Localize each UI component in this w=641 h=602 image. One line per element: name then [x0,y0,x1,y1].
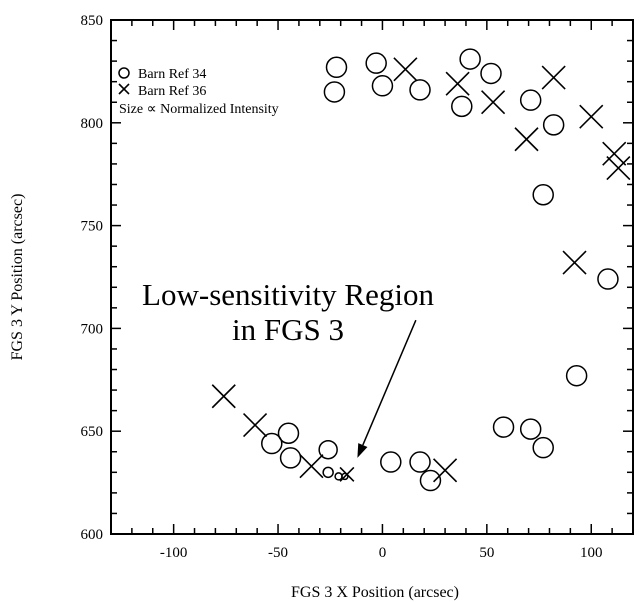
point-barn-ref-34 [565,364,588,387]
x-tick-label: -100 [160,545,188,561]
point-barn-ref-34 [451,95,473,118]
annotation-arrow-line [362,319,417,446]
axis-ticks [111,19,633,535]
point-barn-ref-36 [514,127,539,152]
legend-entry-barn-ref-36: Barn Ref 36 [138,84,206,99]
legend: Barn Ref 34 Barn Ref 36 Size ∝ Normalize… [118,67,279,117]
point-barn-ref-34 [277,422,300,445]
legend-entry-barn-ref-34: Barn Ref 34 [138,67,206,82]
y-tick-label: 700 [81,321,104,337]
point-barn-ref-34 [519,89,542,111]
legend-circle-marker [118,67,130,79]
plot-frame [110,19,634,535]
point-barn-ref-36 [211,384,236,409]
annotation-line-1: Low-sensitivity Region [142,277,434,312]
point-barn-ref-34 [341,472,349,481]
tick-labels: -100 -50 0 50 100 600 650 700 750 800 850 [81,13,603,561]
data-points [211,48,631,492]
y-tick-label: 650 [81,424,104,440]
x-tick-label: -50 [268,545,288,561]
x-tick-label: 50 [479,545,494,561]
point-barn-ref-34 [480,62,502,85]
point-barn-ref-34 [519,418,542,440]
point-barn-ref-34 [492,416,515,438]
point-barn-ref-34 [597,268,619,290]
point-barn-ref-34 [542,114,565,136]
point-barn-ref-36 [433,458,458,483]
point-barn-ref-36 [445,71,470,96]
point-barn-ref-34 [365,52,387,74]
x-tick-label: 100 [580,545,603,561]
point-barn-ref-36 [339,466,355,482]
point-barn-ref-36 [579,104,604,129]
point-barn-ref-36 [602,141,627,166]
annotation-line-2: in FGS 3 [232,312,344,347]
y-tick-label: 600 [81,527,104,543]
point-barn-ref-34 [322,466,334,479]
x-axis-label: FGS 3 X Position (arcsec) [291,584,459,601]
point-barn-ref-34 [459,48,481,70]
point-barn-ref-36 [481,90,506,115]
point-barn-ref-34 [409,451,431,473]
point-barn-ref-36 [299,454,324,479]
y-tick-label: 750 [81,219,104,235]
annotation-arrow-head [357,443,368,458]
point-barn-ref-34 [380,451,402,473]
point-barn-ref-36 [606,155,631,181]
point-barn-ref-34 [325,56,348,79]
point-barn-ref-34 [323,81,346,103]
legend-x-marker [118,83,130,95]
point-barn-ref-34 [419,469,442,492]
point-barn-ref-34 [409,79,431,101]
y-axis-label: FGS 3 Y Position (arcsec) [9,194,26,361]
point-barn-ref-36 [541,65,566,90]
point-barn-ref-36 [393,57,418,82]
x-tick-label: 0 [379,545,387,561]
low-sensitivity-annotation: Low-sensitivity Region in FGS 3 [142,277,434,458]
point-barn-ref-36 [243,412,268,438]
point-barn-ref-36 [562,250,587,275]
point-barn-ref-34 [532,436,554,459]
point-barn-ref-34 [261,432,283,455]
point-barn-ref-34 [318,439,338,460]
y-tick-label: 800 [81,116,104,132]
y-tick-label: 850 [81,13,104,29]
point-barn-ref-34 [371,75,394,97]
point-barn-ref-34 [279,447,302,469]
legend-size-note: Size ∝ Normalized Intensity [119,102,279,117]
point-barn-ref-34 [334,472,343,481]
point-barn-ref-34 [532,184,554,206]
